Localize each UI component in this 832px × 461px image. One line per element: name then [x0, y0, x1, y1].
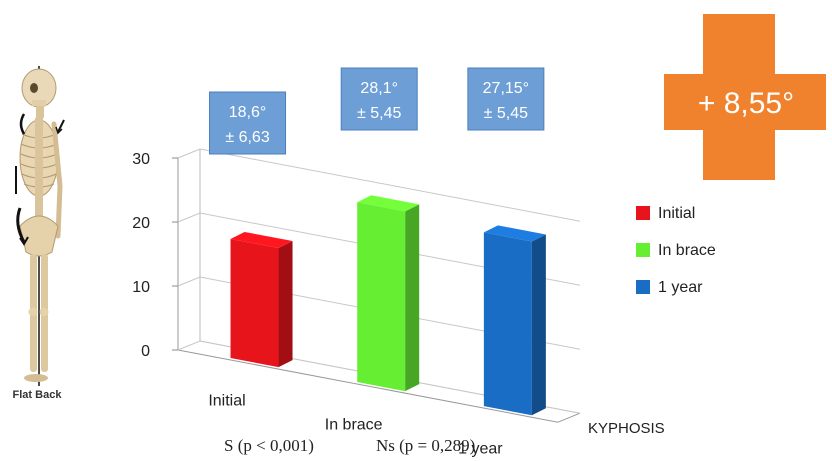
gridline-side-10 [177, 276, 201, 287]
figure-caption: Flat Back [12, 389, 62, 401]
y-axis-ticks: 0 10 20 30 [132, 151, 178, 360]
annotation-background [209, 91, 287, 155]
legend-swatch [636, 243, 650, 257]
legend-swatch [636, 280, 650, 294]
annotation-box-initial: 18,6° ± 6,63 [209, 91, 287, 155]
y-tick-label: 30 [132, 151, 150, 168]
annotation-background [467, 67, 545, 131]
annotation-sd: ± 6,63 [225, 129, 269, 146]
floor-front-edge [177, 349, 559, 423]
bar-front-face [357, 202, 406, 392]
bar-top-face [357, 195, 420, 212]
x-axis-title: KYPHOSIS [588, 420, 665, 437]
annotation-background [340, 67, 418, 131]
value-annotations: 18,6° ± 6,63 28,1° ± 5,45 27,15° ± 5,45 [209, 67, 545, 155]
bar-in-brace [357, 195, 420, 392]
gridline-side-20 [177, 212, 201, 223]
annotation-mean: 28,1° [360, 80, 398, 97]
gridline-side-30 [177, 148, 201, 159]
gridline-side-0 [177, 340, 201, 351]
annotation-mean: 27,15° [483, 80, 529, 97]
significance-brace-vs-1year: Ns (p = 0,289) [376, 436, 475, 455]
gridline-30 [199, 148, 581, 222]
annotation-box-in-brace: 28,1° ± 5,45 [340, 67, 418, 131]
chart-bars [230, 195, 546, 416]
annotation-mean: 18,6° [229, 104, 267, 121]
bar-side-face [278, 241, 293, 368]
x-tick-label: In brace [325, 416, 383, 433]
legend-label: In brace [658, 242, 716, 259]
bar-top-face [483, 225, 546, 242]
bar-side-face [405, 204, 420, 392]
plus-change-badge: + 8,55° [664, 14, 826, 180]
x-axis-category-labels: Initial In brace 1 year [208, 392, 503, 457]
bar-front-face [230, 238, 279, 368]
x-tick-label: 1 year [458, 440, 503, 457]
significance-initial-vs-brace: S (p < 0,001) [224, 436, 314, 455]
legend-label: 1 year [658, 279, 703, 296]
flat-back-skeleton-image [15, 66, 65, 386]
bar-side-face [531, 234, 546, 416]
bar-top-face [230, 231, 293, 249]
bar-1-year [483, 225, 546, 416]
y-tick-label: 0 [141, 343, 150, 360]
y-tick-label: 20 [132, 215, 150, 232]
change-value-text: + 8,55° [698, 87, 794, 120]
legend-label: Initial [658, 205, 695, 222]
plus-horizontal-bar [664, 74, 826, 130]
legend-swatch [636, 206, 650, 220]
bar-front-face [483, 232, 532, 416]
y-tick-label: 10 [132, 279, 150, 296]
chart-legend: Initial In brace 1 year [636, 205, 716, 296]
bar-initial [230, 231, 293, 368]
annotation-box-1-year: 27,15° ± 5,45 [467, 67, 545, 131]
x-tick-label: Initial [208, 392, 245, 409]
annotation-sd: ± 5,45 [484, 105, 528, 122]
annotation-sd: ± 5,45 [357, 105, 401, 122]
floor-right-edge [557, 412, 581, 423]
